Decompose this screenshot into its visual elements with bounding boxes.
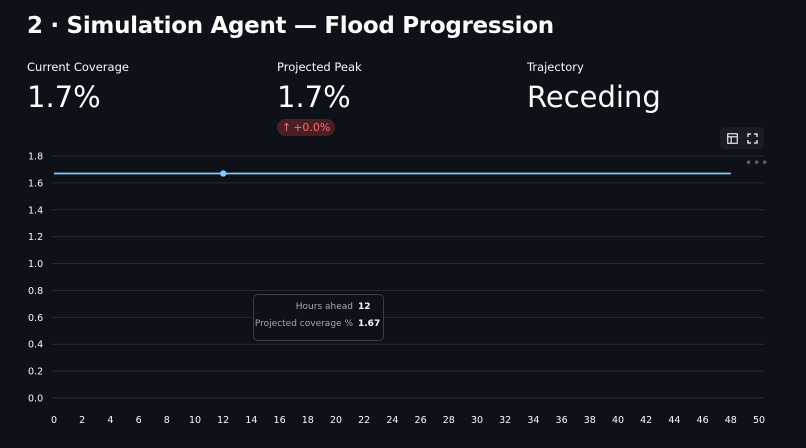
y-tick-label: 0.6 [28,313,43,324]
x-tick-label: 12 [217,415,229,426]
tooltip-value: 12 [358,302,371,312]
delta-badge: ↑ +0.0% [277,119,336,136]
x-tick-label: 24 [386,415,398,426]
more-options-icon[interactable]: ••• [745,156,770,170]
metric-label: Projected Peak [277,60,362,74]
arrow-up-icon: ↑ [282,121,292,134]
metric-current-coverage: Current Coverage 1.7% [27,60,129,114]
x-tick-label: 42 [640,415,652,426]
x-tick-label: 2 [79,415,85,426]
delta-value: +0.0% [293,121,331,134]
metric-label: Current Coverage [27,60,129,74]
x-tick-label: 8 [164,415,170,426]
metric-label: Trajectory [527,60,584,74]
y-tick-label: 1.8 [28,152,43,163]
x-tick-label: 44 [668,415,680,426]
y-tick-label: 1.6 [28,178,43,189]
x-tick-label: 30 [471,415,483,426]
x-tick-label: 18 [302,415,314,426]
x-tick-label: 26 [415,415,427,426]
metric-projected-peak: Projected Peak 1.7% ↑ +0.0% [277,60,362,136]
x-axis-ticks: 0 2 4 6 8 10 12 14 16 18 20 22 24 26 28 30 32 34 36 38 40 42 4… [51,415,765,426]
tooltip-key: Projected coverage % [254,319,353,329]
x-tick-label: 22 [358,415,370,426]
metric-value: 1.7% [27,80,101,114]
x-tick-label: 46 [697,415,709,426]
y-tick-label: 0.2 [28,367,43,378]
table-icon[interactable] [724,130,740,146]
x-tick-label: 6 [136,415,142,426]
x-tick-label: 32 [499,415,511,426]
x-tick-label: 4 [107,415,113,426]
chart-toolbar [720,127,764,149]
metric-value: 1.7% [277,80,351,114]
tooltip-value: 1.67 [358,319,381,329]
hover-point [220,170,227,177]
x-tick-label: 16 [274,415,286,426]
x-tick-label: 0 [51,415,57,426]
chart-grid [52,155,764,399]
y-tick-label: 1.4 [28,205,43,216]
x-tick-label: 48 [725,415,737,426]
metric-value: Receding [527,80,661,114]
x-tick-label: 10 [189,415,201,426]
y-tick-label: 1.2 [28,232,43,243]
x-tick-label: 40 [612,415,624,426]
x-tick-label: 28 [443,415,455,426]
x-tick-label: 36 [556,415,568,426]
x-tick-label: 50 [753,415,765,426]
tooltip-key: Hours ahead [295,302,353,312]
y-tick-label: 1.0 [28,259,43,270]
x-tick-label: 20 [330,415,342,426]
metric-trajectory: Trajectory Receding [527,60,661,114]
chart-tooltip: Hours ahead 12 Projected coverage % 1.67 [253,294,384,341]
tooltip-row-hours: Hours ahead 12 [262,302,375,319]
page-title: 2 · Simulation Agent — Flood Progression [27,13,554,39]
y-axis-ticks: 0.0 0.2 0.4 0.6 0.8 1.0 1.2 1.4 1.6 1.8 [28,152,43,405]
chart-series [54,170,731,177]
fullscreen-icon[interactable] [744,130,760,146]
y-tick-label: 0.8 [28,286,43,297]
x-tick-label: 34 [527,415,539,426]
y-tick-label: 0.4 [28,340,43,351]
x-tick-label: 14 [245,415,257,426]
x-tick-label: 38 [584,415,596,426]
tooltip-row-coverage: Projected coverage % 1.67 [255,319,381,336]
y-tick-label: 0.0 [28,394,43,405]
